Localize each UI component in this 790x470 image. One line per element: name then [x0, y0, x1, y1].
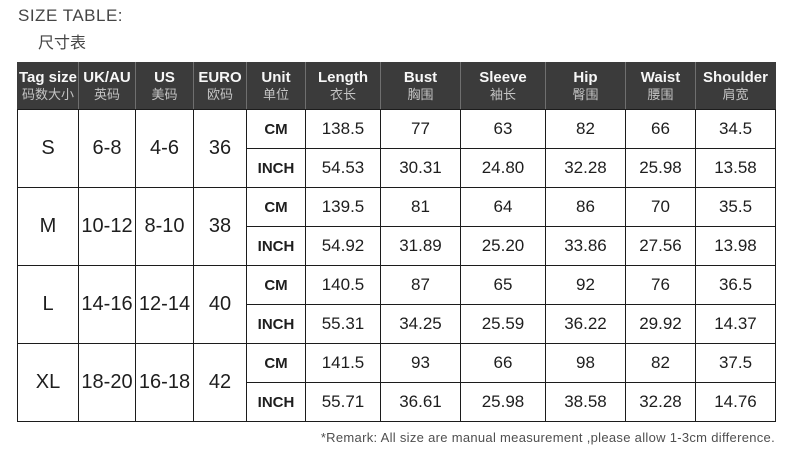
sleeve-inch-cell: 25.20 — [460, 226, 546, 266]
col-header-bust: Bust 胸围 — [380, 62, 461, 110]
tag-size-cell: M — [17, 187, 79, 266]
length-inch-cell: 54.92 — [305, 226, 381, 266]
col-header-sleeve: Sleeve 袖长 — [460, 62, 546, 110]
sleeve-cm-cell: 66 — [460, 343, 546, 383]
hip-cm-cell: 86 — [545, 187, 626, 227]
sleeve-inch-cell: 25.59 — [460, 304, 546, 344]
length-cm-cell: 139.5 — [305, 187, 381, 227]
hip-cm-cell: 92 — [545, 265, 626, 305]
bust-inch-cell: 30.31 — [380, 148, 461, 188]
size-row-m-cm: M 10-12 8-10 38 CM 139.5 81 64 86 70 35.… — [17, 187, 776, 266]
hip-inch-cell: 36.22 — [545, 304, 626, 344]
size-row-s-inch: INCH 54.53 30.31 24.80 32.28 25.98 13.58 — [18, 148, 776, 188]
shoulder-cm-cell: 34.5 — [695, 109, 776, 149]
waist-inch-cell: 29.92 — [625, 304, 696, 344]
euro-cell: 42 — [193, 343, 247, 422]
waist-cm-cell: 66 — [625, 109, 696, 149]
shoulder-cm-cell: 35.5 — [695, 187, 776, 227]
page-title: SIZE TABLE: — [18, 6, 124, 25]
shoulder-cm-cell: 36.5 — [695, 265, 776, 305]
uk-au-cell: 6-8 — [78, 109, 136, 188]
size-row-l-cm: L 14-16 12-14 40 CM 140.5 87 65 92 76 36… — [17, 265, 776, 344]
length-inch-cell: 55.71 — [305, 382, 381, 422]
col-header-waist: Waist 腰围 — [625, 62, 696, 110]
sleeve-inch-cell: 24.80 — [460, 148, 546, 188]
bust-inch-cell: 34.25 — [380, 304, 461, 344]
waist-inch-cell: 27.56 — [625, 226, 696, 266]
euro-cell: 36 — [193, 109, 247, 188]
shoulder-inch-cell: 13.98 — [695, 226, 776, 266]
size-row-xl-inch: INCH 55.71 36.61 25.98 38.58 32.28 14.76 — [18, 382, 776, 422]
uk-au-cell: 10-12 — [78, 187, 136, 266]
bust-cm-cell: 87 — [380, 265, 461, 305]
col-header-euro: EURO 欧码 — [193, 62, 247, 110]
hip-cm-cell: 82 — [545, 109, 626, 149]
sleeve-cm-cell: 65 — [460, 265, 546, 305]
waist-inch-cell: 32.28 — [625, 382, 696, 422]
us-cell: 4-6 — [135, 109, 194, 188]
length-inch-cell: 55.31 — [305, 304, 381, 344]
length-inch-cell: 54.53 — [305, 148, 381, 188]
bust-cm-cell: 81 — [380, 187, 461, 227]
sleeve-cm-cell: 63 — [460, 109, 546, 149]
us-cell: 16-18 — [135, 343, 194, 422]
waist-inch-cell: 25.98 — [625, 148, 696, 188]
hip-inch-cell: 32.28 — [545, 148, 626, 188]
bust-inch-cell: 31.89 — [380, 226, 461, 266]
size-row-s-cm: S 6-8 4-6 36 CM 138.5 77 63 82 66 34.5 — [17, 109, 776, 188]
waist-cm-cell: 82 — [625, 343, 696, 383]
waist-cm-cell: 70 — [625, 187, 696, 227]
euro-cell: 40 — [193, 265, 247, 344]
sleeve-inch-cell: 25.98 — [460, 382, 546, 422]
remark-note: *Remark: All size are manual measurement… — [320, 430, 775, 445]
unit-cell: INCH — [246, 226, 306, 266]
hip-inch-cell: 33.86 — [545, 226, 626, 266]
col-header-tag-size: Tag size 码数大小 — [17, 62, 79, 110]
page-subtitle: 尺寸表 — [38, 35, 87, 52]
size-row-m-inch: INCH 54.92 31.89 25.20 33.86 27.56 13.98 — [18, 226, 776, 266]
bust-cm-cell: 93 — [380, 343, 461, 383]
size-table: Tag size 码数大小 UK/AU 英码 US 美码 EURO 欧码 Unit 单位 … — [17, 62, 776, 422]
shoulder-inch-cell: 13.58 — [695, 148, 776, 188]
col-header-us: US 美码 — [135, 62, 194, 110]
bust-inch-cell: 36.61 — [380, 382, 461, 422]
sleeve-cm-cell: 64 — [460, 187, 546, 227]
waist-cm-cell: 76 — [625, 265, 696, 305]
us-cell: 8-10 — [135, 187, 194, 266]
us-cell: 12-14 — [135, 265, 194, 344]
col-header-uk-au: UK/AU 英码 — [78, 62, 136, 110]
shoulder-cm-cell: 37.5 — [695, 343, 776, 383]
shoulder-inch-cell: 14.76 — [695, 382, 776, 422]
unit-cell: INCH — [246, 148, 306, 188]
length-cm-cell: 140.5 — [305, 265, 381, 305]
hip-cm-cell: 98 — [545, 343, 626, 383]
length-cm-cell: 141.5 — [305, 343, 381, 383]
hip-inch-cell: 38.58 — [545, 382, 626, 422]
euro-cell: 38 — [193, 187, 247, 266]
uk-au-cell: 18-20 — [78, 343, 136, 422]
unit-cell: CM — [246, 187, 306, 227]
tag-size-cell: XL — [17, 343, 79, 422]
unit-cell: CM — [246, 343, 306, 383]
header-row: Tag size 码数大小 UK/AU 英码 US 美码 EURO 欧码 Unit 单位 … — [17, 62, 776, 110]
unit-cell: INCH — [246, 304, 306, 344]
size-row-xl-cm: XL 18-20 16-18 42 CM 141.5 93 66 98 82 3… — [17, 343, 776, 422]
col-header-hip: Hip 臀围 — [545, 62, 626, 110]
shoulder-inch-cell: 14.37 — [695, 304, 776, 344]
tag-size-cell: S — [17, 109, 79, 188]
tag-size-cell: L — [17, 265, 79, 344]
length-cm-cell: 138.5 — [305, 109, 381, 149]
col-header-unit: Unit 单位 — [246, 62, 306, 110]
unit-cell: INCH — [246, 382, 306, 422]
unit-cell: CM — [246, 265, 306, 305]
unit-cell: CM — [246, 109, 306, 149]
uk-au-cell: 14-16 — [78, 265, 136, 344]
bust-cm-cell: 77 — [380, 109, 461, 149]
col-header-shoulder: Shoulder 肩宽 — [695, 62, 776, 110]
size-row-l-inch: INCH 55.31 34.25 25.59 36.22 29.92 14.37 — [18, 304, 776, 344]
col-header-length: Length 衣长 — [305, 62, 381, 110]
